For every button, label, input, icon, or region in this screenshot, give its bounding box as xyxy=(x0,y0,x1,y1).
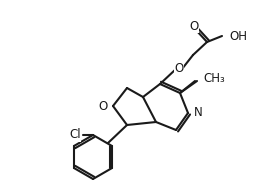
Text: O: O xyxy=(99,100,108,113)
Text: OH: OH xyxy=(229,30,247,42)
Text: O: O xyxy=(189,19,199,32)
Text: CH₃: CH₃ xyxy=(203,73,225,85)
Text: O: O xyxy=(174,63,184,75)
Text: N: N xyxy=(194,107,203,119)
Text: Cl: Cl xyxy=(69,129,81,141)
